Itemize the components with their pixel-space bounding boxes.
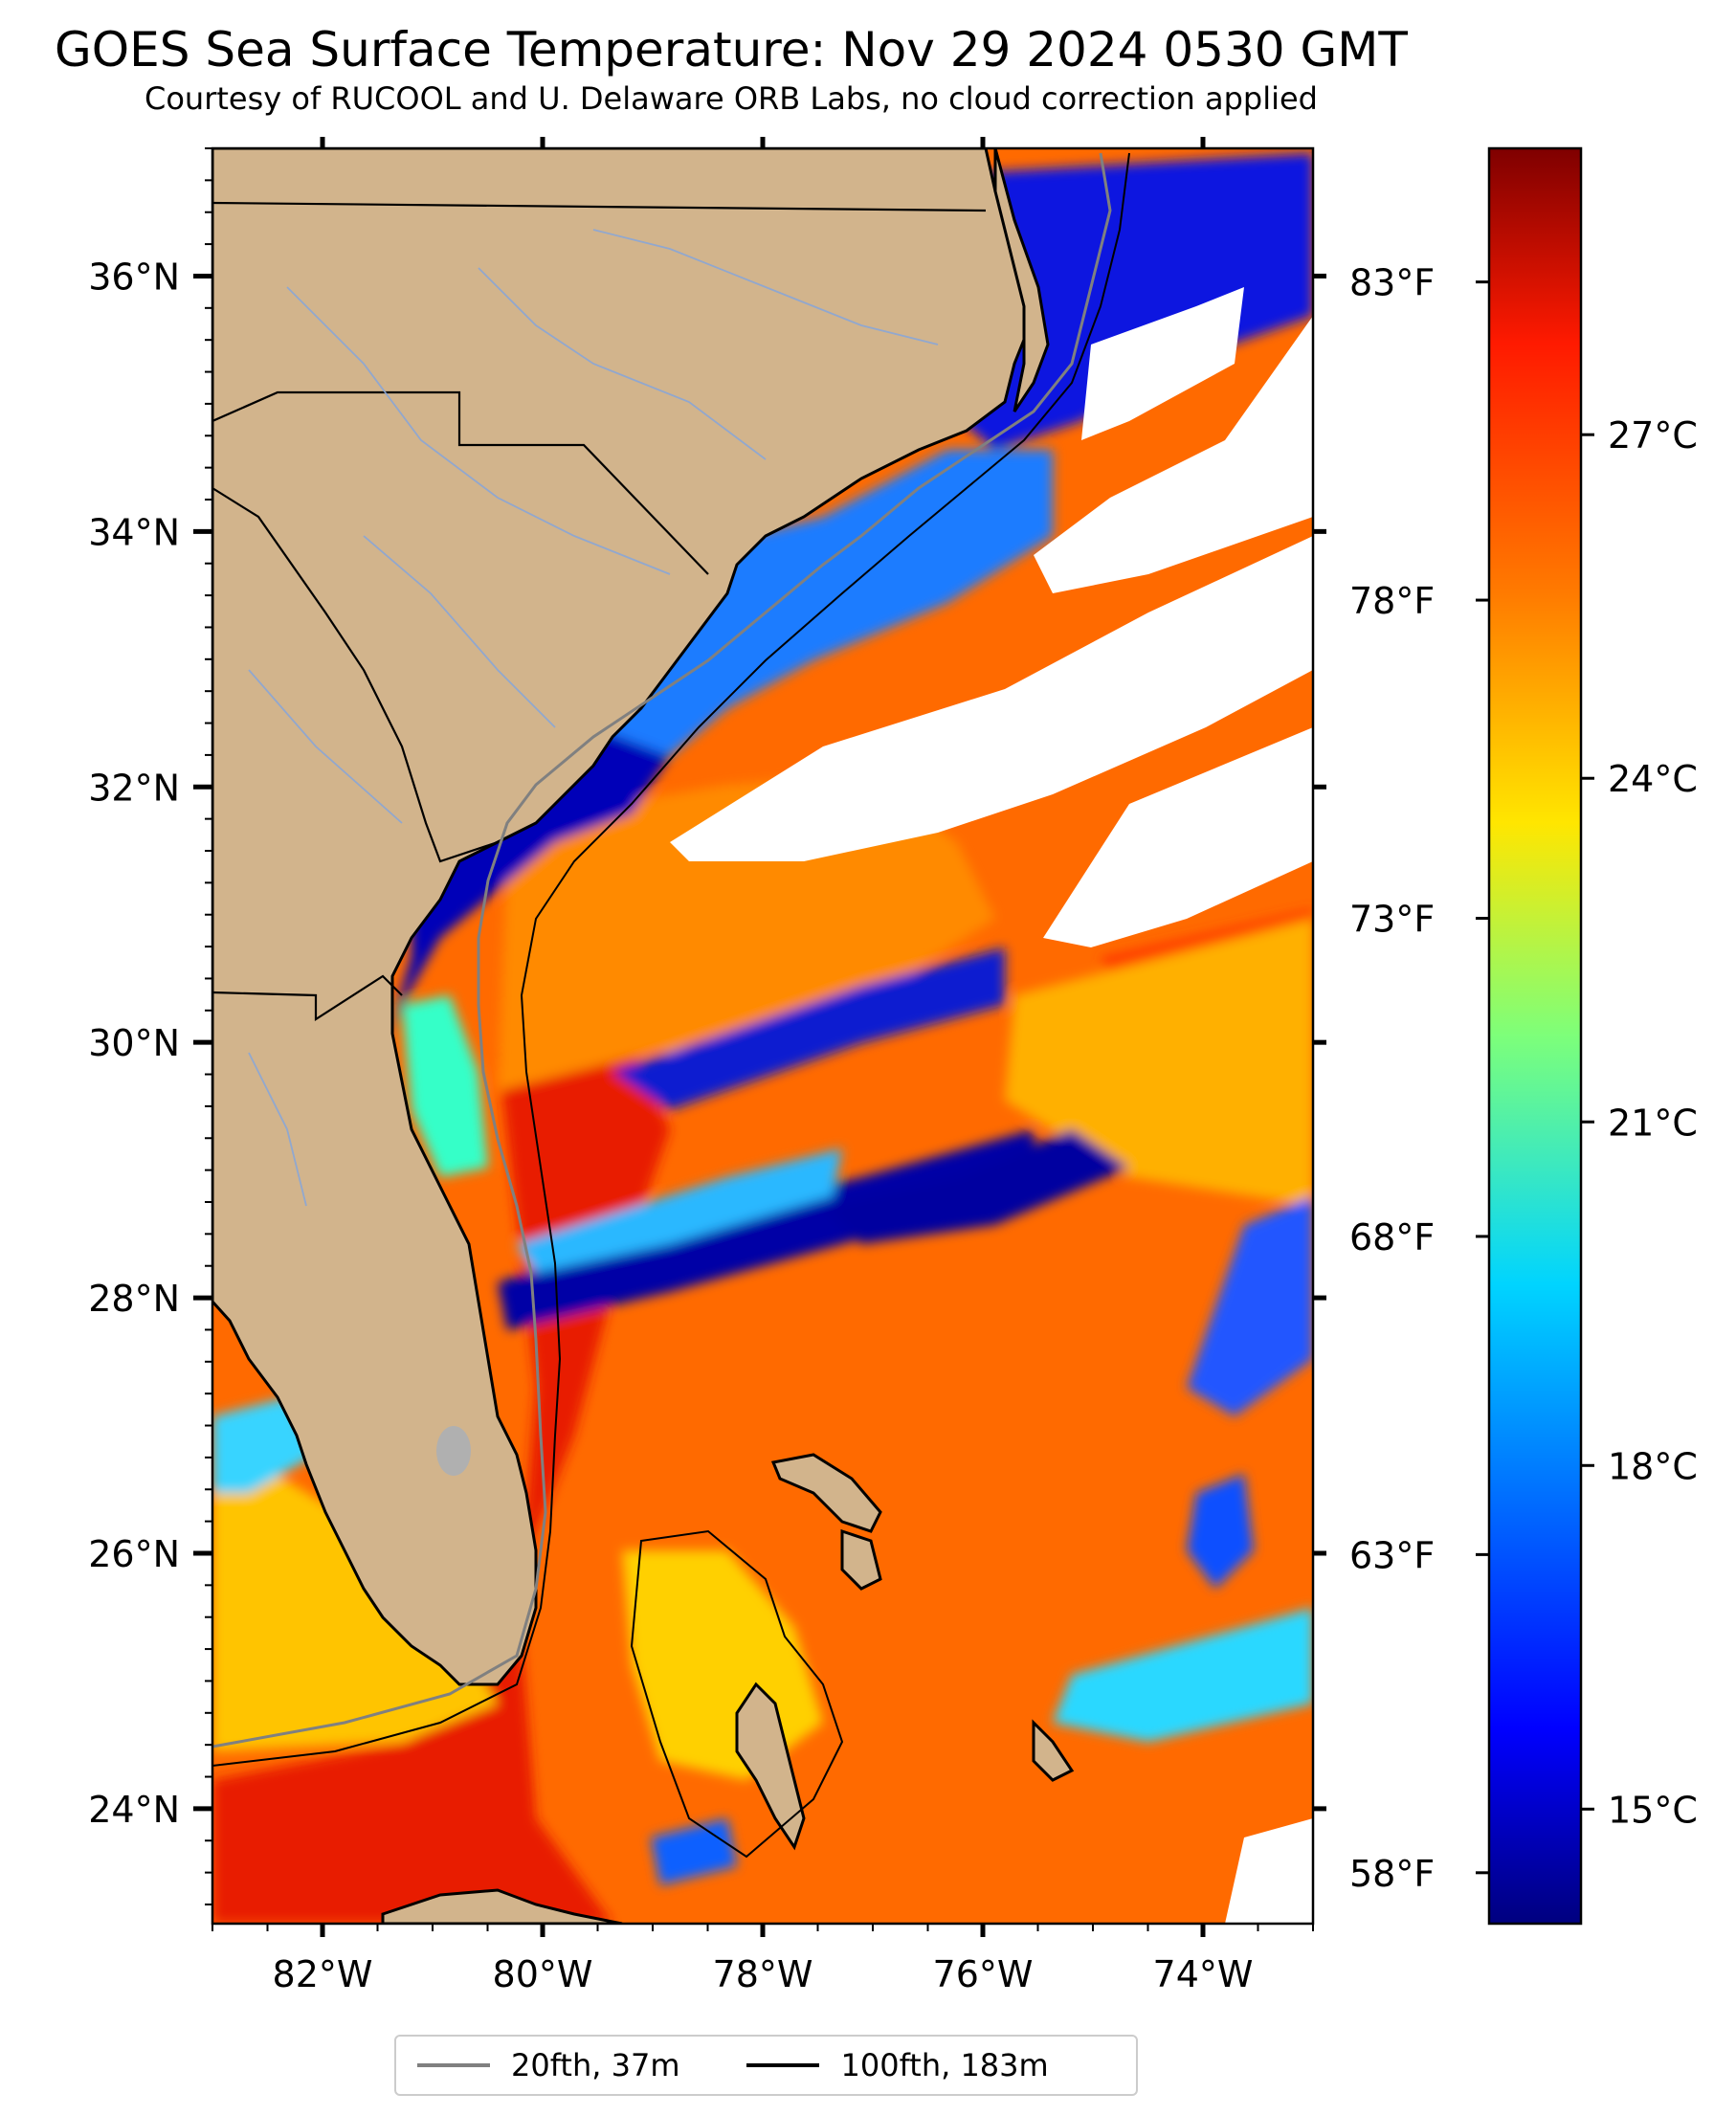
rivers bbox=[248, 229, 939, 1207]
x-tick-label-1: 80°W bbox=[493, 1953, 593, 1995]
y-tick-label-0: 36°N bbox=[88, 256, 180, 298]
land-eleuthera bbox=[1032, 1719, 1075, 1782]
contour-bahamas-bank bbox=[630, 1529, 844, 1859]
cool-shelf-fl bbox=[402, 995, 488, 1177]
y-tick-label-1: 34°N bbox=[88, 511, 180, 553]
y-tick-label-3: 30°N bbox=[88, 1022, 180, 1064]
legend-label-20fth: 20fth, 37m bbox=[511, 2047, 680, 2083]
y-axis-ticks: 36°N 34°N 32°N 30°N 28°N 26°N 24°N bbox=[88, 147, 1326, 1905]
chart-subtitle: Courtesy of RUCOOL and U. Delaware ORB L… bbox=[145, 80, 1318, 117]
contour-20fth bbox=[212, 152, 1112, 1748]
cloud-band-1 bbox=[670, 536, 1313, 861]
legend-label-100fth: 100fth, 183m bbox=[840, 2047, 1049, 2083]
x-tick-label-0: 82°W bbox=[273, 1953, 373, 1995]
contour-legend: 20fth, 37m 100fth, 183m bbox=[394, 2035, 1138, 2096]
legend-item-100fth: 100fth, 183m bbox=[746, 2047, 1049, 2083]
land-us-southeast bbox=[212, 148, 1035, 1686]
cloud-band-3 bbox=[1043, 727, 1313, 947]
x-tick-label-2: 78°W bbox=[713, 1953, 813, 1995]
colorbar-label-f-1: 63°F bbox=[1349, 1534, 1435, 1576]
land-grand-bahama bbox=[770, 1453, 882, 1533]
land-outer-banks bbox=[993, 148, 1050, 412]
colorbar-label-f-3: 73°F bbox=[1349, 898, 1435, 940]
y-tick-label-2: 32°N bbox=[88, 767, 180, 809]
cool-filament-3 bbox=[612, 947, 1005, 1110]
map-area bbox=[212, 148, 1313, 1924]
cool-shelf-sc bbox=[498, 450, 1053, 823]
y-tick-label-4: 28°N bbox=[88, 1278, 180, 1320]
land-abaco bbox=[840, 1528, 882, 1591]
cloud-patch-se bbox=[1225, 1818, 1313, 1924]
x-axis-ticks: 82°W 80°W 78°W 76°W 74°W bbox=[211, 137, 1314, 1995]
lake-okeechobee bbox=[436, 1426, 471, 1476]
gulf-stream-offshelf bbox=[498, 775, 995, 1091]
legend-line-100fth bbox=[746, 2063, 820, 2067]
colorbar-label-f-2: 68°F bbox=[1349, 1216, 1435, 1258]
land-andros bbox=[735, 1682, 806, 1851]
land-cuba bbox=[381, 1888, 623, 1924]
colorbar-label-c-1: 18°C bbox=[1608, 1445, 1698, 1487]
x-tick-label-3: 76°W bbox=[933, 1953, 1034, 1995]
legend-item-20fth: 20fth, 37m bbox=[417, 2047, 679, 2083]
colorbar-ticks: 15°C 18°C 21°C 24°C 27°C bbox=[1581, 414, 1698, 1831]
colorbar-label-c-2: 21°C bbox=[1608, 1102, 1698, 1144]
chart-title: GOES Sea Surface Temperature: Nov 29 202… bbox=[55, 22, 1408, 78]
legend-line-20fth bbox=[417, 2063, 490, 2067]
cool-filament-1 bbox=[498, 1129, 1034, 1330]
cool-filament-7 bbox=[1187, 1474, 1254, 1589]
x-tick-label-4: 74°W bbox=[1153, 1953, 1254, 1995]
cloud-band-4 bbox=[1034, 316, 1313, 593]
warm-yellow-ne bbox=[1005, 919, 1313, 1206]
cool-filament-5 bbox=[1187, 1196, 1313, 1416]
cool-filament-2 bbox=[517, 1148, 842, 1273]
y-tick-label-5: 26°N bbox=[88, 1533, 180, 1575]
cool-filament-6 bbox=[1053, 1608, 1313, 1742]
cool-filament-4 bbox=[823, 1129, 1129, 1244]
colorbar-label-f-5: 83°F bbox=[1349, 262, 1435, 304]
colorbar-label-c-3: 24°C bbox=[1608, 758, 1698, 800]
florida-bay-warm bbox=[212, 1436, 498, 1751]
state-borders bbox=[212, 201, 987, 1022]
colorbar-label-c-0: 15°C bbox=[1608, 1789, 1698, 1831]
fahrenheit-axis-ticks: 58°F 63°F 68°F 73°F 78°F 83°F bbox=[1349, 262, 1489, 1895]
colorbar bbox=[1487, 146, 1583, 1926]
y-tick-label-6: 24°N bbox=[88, 1789, 180, 1831]
cloud-band-2 bbox=[1081, 287, 1244, 440]
colorbar-label-f-4: 78°F bbox=[1349, 580, 1435, 622]
colorbar-label-f-0: 58°F bbox=[1349, 1853, 1435, 1895]
contour-100fth bbox=[212, 152, 1130, 1767]
colorbar-label-c-4: 27°C bbox=[1608, 414, 1698, 457]
